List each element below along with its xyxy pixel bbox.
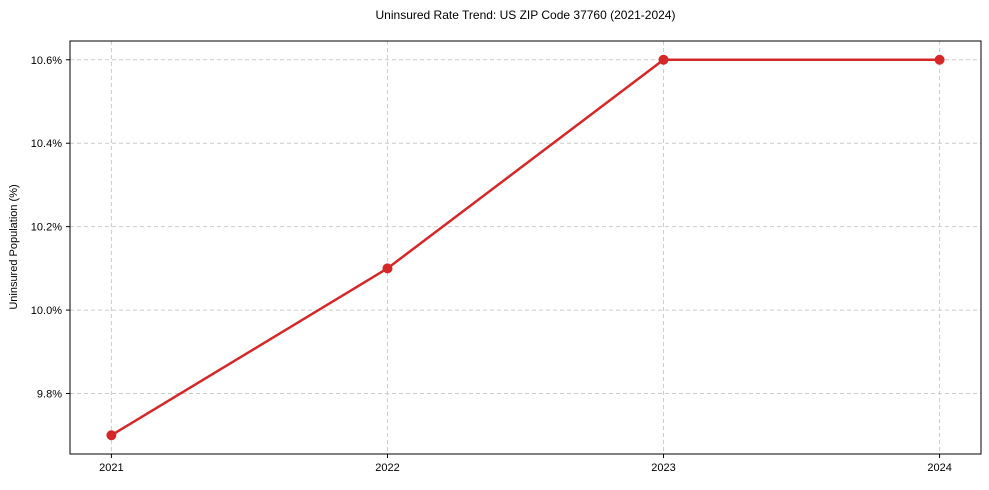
y-tick-label: 10.4% xyxy=(31,138,62,150)
chart-title: Uninsured Rate Trend: US ZIP Code 37760 … xyxy=(375,8,676,22)
data-point xyxy=(658,54,669,65)
x-tick-label: 2023 xyxy=(651,462,675,474)
data-point xyxy=(382,263,393,274)
x-tick-label: 2024 xyxy=(927,462,951,474)
x-tick-label: 2022 xyxy=(375,462,399,474)
y-tick-label: 10.0% xyxy=(31,305,62,317)
y-tick-label: 10.6% xyxy=(31,55,62,67)
data-point xyxy=(106,430,117,441)
y-tick-label: 9.8% xyxy=(37,389,62,401)
plot-border xyxy=(69,40,982,455)
data-point xyxy=(934,54,945,65)
y-tick-label: 10.2% xyxy=(31,222,62,234)
x-tick-label: 2021 xyxy=(99,462,123,474)
trend-line xyxy=(110,58,941,437)
y-axis-label: Uninsured Population (%) xyxy=(8,184,20,310)
